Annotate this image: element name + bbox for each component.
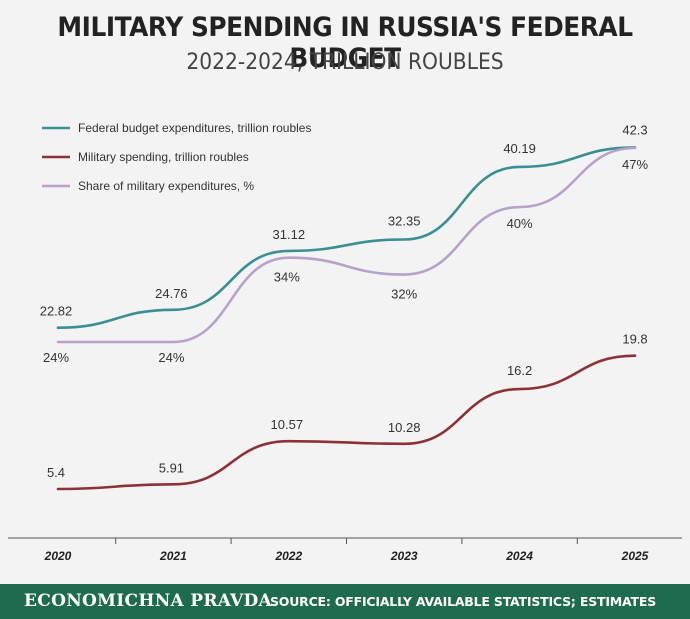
x-tick-label: 2020 bbox=[44, 549, 72, 563]
data-label-share: 32% bbox=[391, 287, 417, 302]
legend-label-share: Share of military expenditures, % bbox=[78, 179, 254, 193]
series-line-federal bbox=[56, 146, 637, 330]
data-label-federal: 40.19 bbox=[503, 141, 536, 156]
data-label-military: 10.28 bbox=[388, 420, 421, 435]
data-label-military: 19.8 bbox=[622, 332, 647, 347]
legend-label-federal: Federal budget expenditures, trillion ro… bbox=[78, 121, 311, 135]
chart-subtitle: 2022-2024, TRILLION ROUBLES bbox=[186, 50, 504, 75]
data-label-military: 5.4 bbox=[47, 465, 65, 480]
brand-logo-text: ECONOMICHNA PRAVDA bbox=[24, 591, 273, 611]
x-tick-label: 2023 bbox=[390, 549, 418, 563]
footer-bar: ECONOMICHNA PRAVDA SOURCE: OFFICIALLY AV… bbox=[0, 584, 690, 619]
line-chart: 2020 2021 2022 2023 2024 2025 22.82 24.76 31.12 3… bbox=[8, 121, 682, 563]
source-note: SOURCE: OFFICIALLY AVAILABLE STATISTICS;… bbox=[269, 594, 656, 609]
data-label-share: 24% bbox=[43, 350, 69, 365]
series-line-military bbox=[56, 354, 637, 491]
data-label-share: 40% bbox=[507, 216, 533, 231]
x-tick-label: 2025 bbox=[621, 549, 649, 563]
data-label-share: 47% bbox=[622, 157, 648, 172]
data-label-share: 24% bbox=[158, 350, 184, 365]
data-label-federal: 32.35 bbox=[388, 214, 421, 229]
data-label-federal: 31.12 bbox=[273, 227, 306, 242]
x-tick-label: 2024 bbox=[505, 549, 533, 563]
data-label-military: 5.91 bbox=[159, 460, 184, 475]
legend-label-military: Military spending, trillion roubles bbox=[78, 150, 249, 164]
data-label-military: 10.57 bbox=[271, 417, 304, 432]
x-tick-label: 2022 bbox=[274, 549, 302, 563]
data-label-military: 16.2 bbox=[507, 363, 532, 378]
data-label-federal: 22.82 bbox=[40, 304, 73, 319]
data-label-share: 34% bbox=[274, 270, 300, 285]
series-line-share bbox=[56, 146, 637, 344]
chart-title: MILITARY SPENDING IN RUSSIA'S FEDERAL BU… bbox=[57, 12, 633, 74]
x-tick-label: 2021 bbox=[159, 549, 187, 563]
data-label-federal: 24.76 bbox=[155, 286, 188, 301]
data-label-federal: 42.3 bbox=[622, 122, 647, 137]
